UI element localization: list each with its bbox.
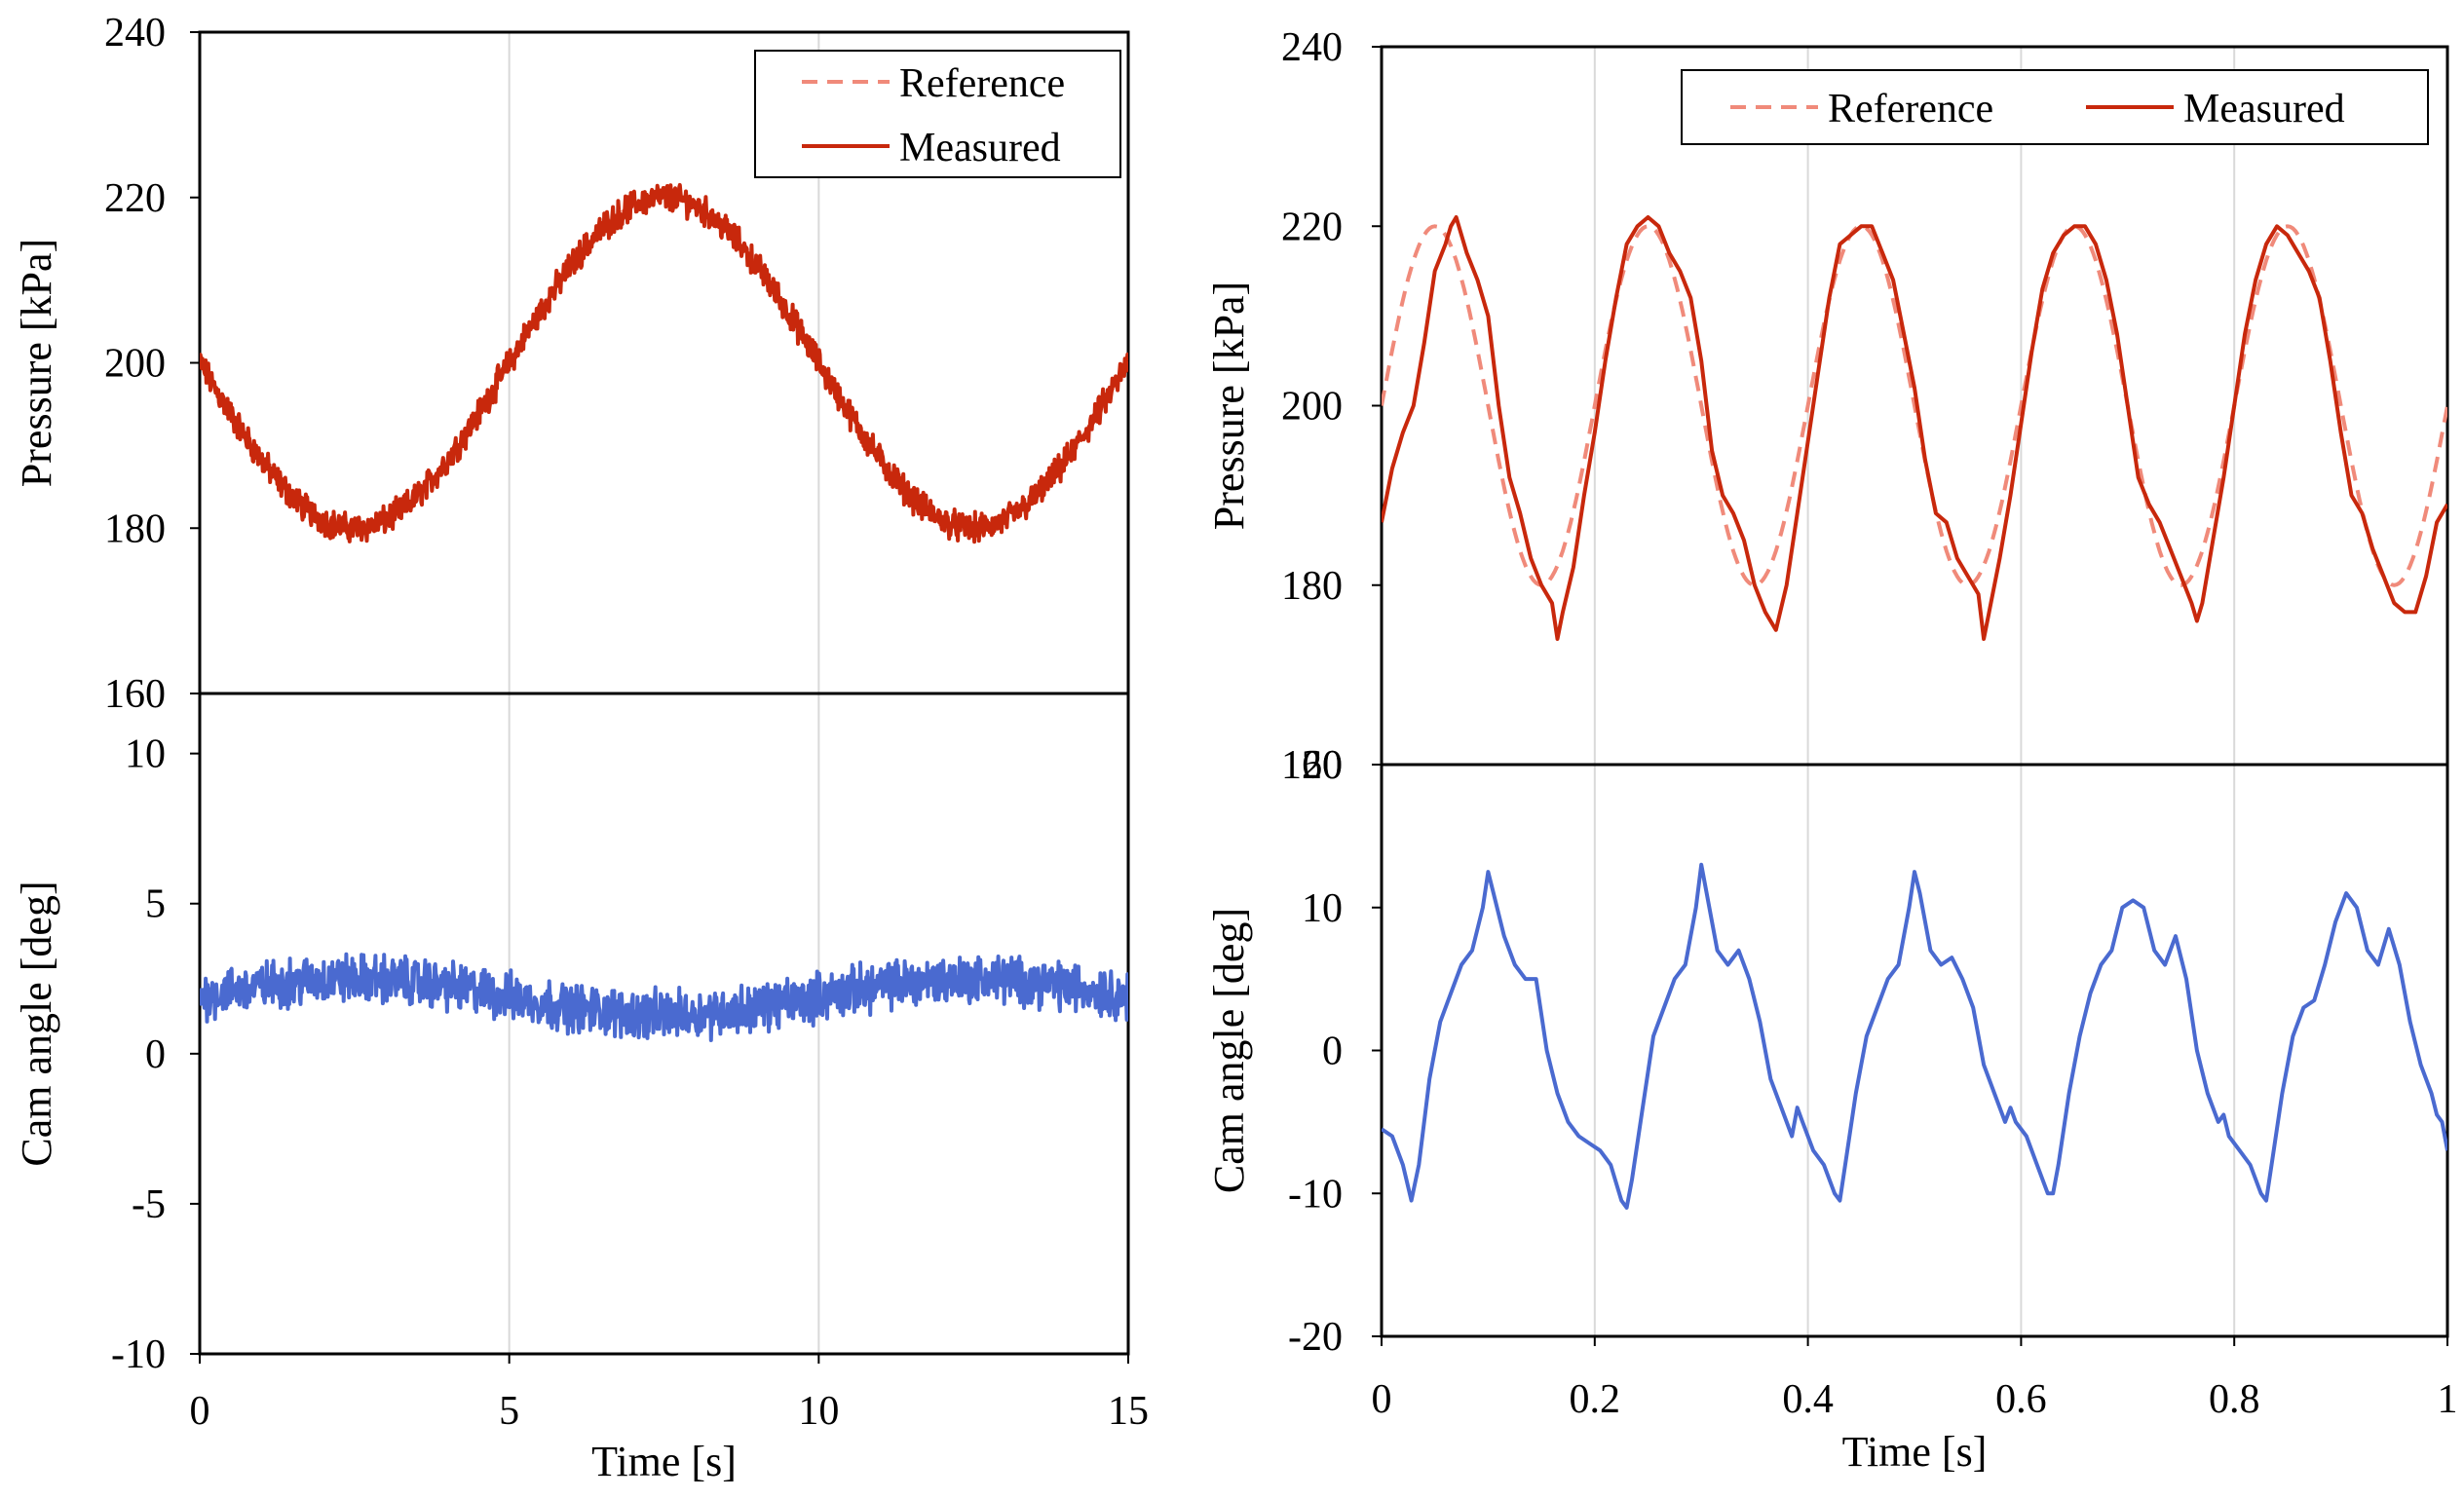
left-panel: 160 180 200 220 240 Pressure [kPa] Reference Me… (13, 11, 1149, 1485)
y-tick-label: 5 (145, 882, 166, 927)
y-tick-label: 160 (104, 672, 166, 717)
y-tick-label: 180 (1281, 564, 1343, 609)
series-line-reference (200, 195, 1128, 531)
legend-box (754, 50, 1121, 178)
y-tick-label: 160 (1281, 743, 1343, 788)
y-tick-label: 10 (125, 732, 166, 777)
y-tick-label: -20 (1288, 1315, 1343, 1360)
plot-frame (198, 692, 1130, 1356)
y-axis-label: Pressure [kPa] (13, 239, 60, 487)
subplot-pressure: 160 180 200 220 240 Pressure [kPa] Reference Me… (13, 11, 1130, 717)
x-tick-label: 0.6 (1995, 1377, 2047, 1422)
y-tick-label: 0 (145, 1032, 166, 1077)
x-tick-label: 5 (499, 1389, 519, 1434)
y-tick-label: -5 (132, 1182, 166, 1227)
y-tick-label: 240 (104, 11, 166, 56)
x-tick-label: 10 (798, 1389, 839, 1434)
legend-label-reference: Reference (899, 61, 1065, 106)
series-line-cam-angle (1382, 862, 2447, 1210)
y-tick-label: -10 (111, 1332, 166, 1377)
series-line-measured (1382, 215, 2447, 641)
y-tick-label: 240 (1281, 25, 1343, 70)
series-line-cam-angle (200, 952, 1128, 1042)
y-tick-label: 0 (1322, 1030, 1343, 1074)
legend-box (1681, 69, 2429, 145)
x-tick-label: 0.4 (1782, 1377, 1834, 1422)
y-tick-label: 180 (104, 506, 166, 551)
series-line-measured (200, 182, 1128, 544)
plot-frame (1380, 763, 2449, 1338)
y-tick-label: 200 (1281, 385, 1343, 430)
x-tick-label: 0 (1372, 1377, 1392, 1422)
x-axis-label: Time [s] (591, 1438, 737, 1485)
y-tick-label: 10 (1302, 886, 1343, 931)
y-tick-label: 220 (1281, 205, 1343, 249)
subplot-cam-angle: -20 -10 0 10 20 Cam angle [deg] (1205, 743, 2449, 1360)
y-axis-label: Cam angle [deg] (1205, 908, 1253, 1193)
x-tick-label: 0.8 (2209, 1377, 2260, 1422)
legend: Reference Measured (1681, 69, 2429, 145)
x-tick-label: 1 (2438, 1377, 2458, 1422)
y-axis-label: Pressure [kPa] (1205, 281, 1253, 530)
legend-label-measured: Measured (2183, 87, 2345, 131)
x-axis-label: Time [s] (1842, 1428, 1988, 1476)
y-tick-label: 200 (104, 342, 166, 387)
legend-label-measured: Measured (899, 126, 1061, 170)
x-tick-label: 15 (1108, 1389, 1149, 1434)
legend-label-reference: Reference (1828, 87, 1993, 131)
x-tick-label: 0.2 (1570, 1377, 1621, 1422)
subplot-cam-angle: -10 -5 0 5 10 Cam angle [deg] (13, 692, 1130, 1377)
y-tick-label: 20 (1302, 743, 1343, 788)
series-line-reference (1382, 224, 2447, 587)
y-tick-label: 220 (104, 176, 166, 221)
subplot-pressure: 160 180 200 220 240 Pressure [kPa] Reference Me… (1205, 25, 2449, 788)
legend: Reference Measured (754, 50, 1121, 178)
y-axis-label: Cam angle [deg] (13, 881, 60, 1166)
y-tick-label: -10 (1288, 1172, 1343, 1217)
x-tick-label: 0 (190, 1389, 210, 1434)
